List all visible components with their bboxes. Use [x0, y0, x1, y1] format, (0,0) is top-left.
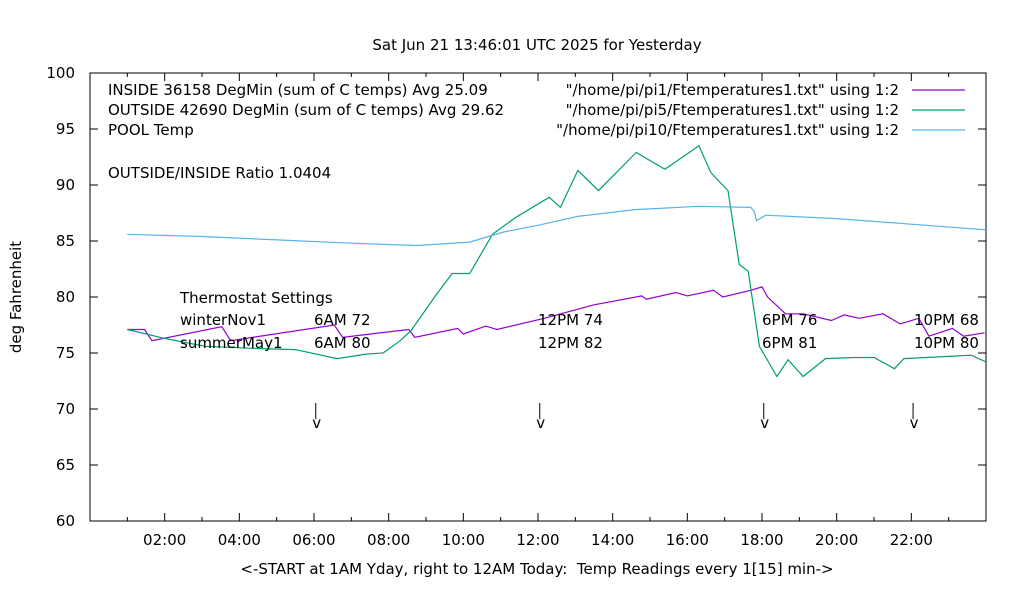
x-tick-label: 16:00 — [666, 531, 709, 549]
ratio-label: OUTSIDE/INSIDE Ratio 1.0404 — [108, 164, 331, 182]
winter-6pm: 6PM 76 — [762, 311, 817, 329]
winter-12pm: 12PM 74 — [538, 311, 603, 329]
y-tick-label: 65 — [56, 456, 75, 474]
legend-source: "/home/pi/pi1/Ftemperatures1.txt" using … — [566, 81, 899, 99]
x-tick-label: 12:00 — [516, 531, 559, 549]
x-axis-label: <-START at 1AM Yday, right to 12AM Today… — [240, 560, 833, 578]
summer-12pm: 12PM 82 — [538, 334, 603, 352]
x-tick-label: 04:00 — [218, 531, 261, 549]
x-tick-label: 18:00 — [740, 531, 783, 549]
winter-label: winterNov1 — [180, 311, 266, 329]
summer-6pm: 6PM 81 — [762, 334, 817, 352]
x-tick-label: 22:00 — [890, 531, 933, 549]
x-tick-label: 20:00 — [815, 531, 858, 549]
y-tick-label: 75 — [56, 344, 75, 362]
x-tick-label: 14:00 — [591, 531, 634, 549]
summer-6am: 6AM 80 — [314, 334, 371, 352]
y-tick-label: 80 — [56, 288, 75, 306]
y-axis-label: deg Fahrenheit — [7, 241, 25, 353]
y-tick-label: 60 — [56, 512, 75, 530]
x-tick-label: 06:00 — [292, 531, 335, 549]
summer-label: summerMay1 — [180, 334, 283, 352]
y-tick-label: 85 — [56, 232, 75, 250]
y-tick-label: 70 — [56, 400, 75, 418]
annotations: OUTSIDE/INSIDE Ratio 1.0404 Thermostat S… — [108, 164, 979, 432]
chart-title: Sat Jun 21 13:46:01 UTC 2025 for Yesterd… — [372, 36, 701, 54]
winter-10pm: 10PM 68 — [914, 311, 979, 329]
series-lines — [127, 144, 987, 378]
marker-arrow: v — [910, 414, 919, 432]
y-tick-label: 95 — [56, 120, 75, 138]
legend-name: INSIDE 36158 DegMin (sum of C temps) Avg… — [108, 81, 488, 99]
series-line-0 — [127, 286, 985, 342]
marker-arrow: v — [312, 414, 321, 432]
legend-source: "/home/pi/pi10/Ftemperatures1.txt" using… — [556, 121, 899, 139]
summer-10pm: 10PM 80 — [914, 334, 979, 352]
thermostat-title: Thermostat Settings — [179, 289, 333, 307]
y-tick-label: 100 — [46, 64, 75, 82]
marker-arrow: v — [760, 414, 769, 432]
winter-6am: 6AM 72 — [314, 311, 371, 329]
legend-name: OUTSIDE 42690 DegMin (sum of C temps) Av… — [108, 101, 504, 119]
marker-arrow: v — [536, 414, 545, 432]
legend-source: "/home/pi/pi5/Ftemperatures1.txt" using … — [566, 101, 899, 119]
x-tick-label: 02:00 — [143, 531, 186, 549]
y-tick-label: 90 — [56, 176, 75, 194]
x-tick-label: 10:00 — [442, 531, 485, 549]
axes: 60 65 70 75 80 85 90 95 100 02:00 04:00 06:00 08:00 1… — [46, 64, 987, 549]
legend: INSIDE 36158 DegMin (sum of C temps) Avg… — [108, 81, 965, 139]
series-line-1 — [127, 144, 987, 378]
x-tick-label: 08:00 — [367, 531, 410, 549]
series-line-2 — [127, 205, 987, 247]
legend-name: POOL Temp — [108, 121, 194, 139]
